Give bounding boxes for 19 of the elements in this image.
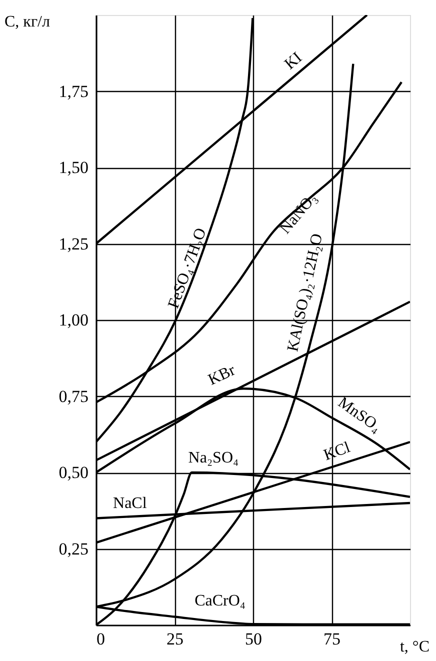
text: KCl	[322, 438, 353, 464]
series-label: CaCrO₄	[194, 592, 246, 610]
x-tick-label: 25	[166, 630, 184, 648]
x-tick-label: 75	[324, 630, 340, 648]
text: KBr	[206, 362, 238, 389]
y-tick-label: 1,25	[58, 234, 88, 254]
y-axis-title: C, кг/л	[4, 14, 50, 30]
y-tick-label: 0,25	[58, 539, 88, 558]
y-tick-label: 1,75	[58, 82, 88, 101]
series-label: NaCl	[113, 495, 148, 512]
x-axis-title: t, °C	[400, 638, 430, 656]
x-tick-label: 0	[96, 630, 105, 648]
text: KI	[282, 49, 306, 74]
y-tick-label: 0,75	[58, 386, 88, 406]
y-tick-label: 0,50	[58, 463, 88, 482]
series-label: Na₂SO₄	[188, 449, 239, 466]
y-tick-label: 1,50	[58, 158, 88, 177]
y-tick-label: 1,00	[58, 310, 88, 330]
x-tick-label: 50	[245, 630, 262, 648]
